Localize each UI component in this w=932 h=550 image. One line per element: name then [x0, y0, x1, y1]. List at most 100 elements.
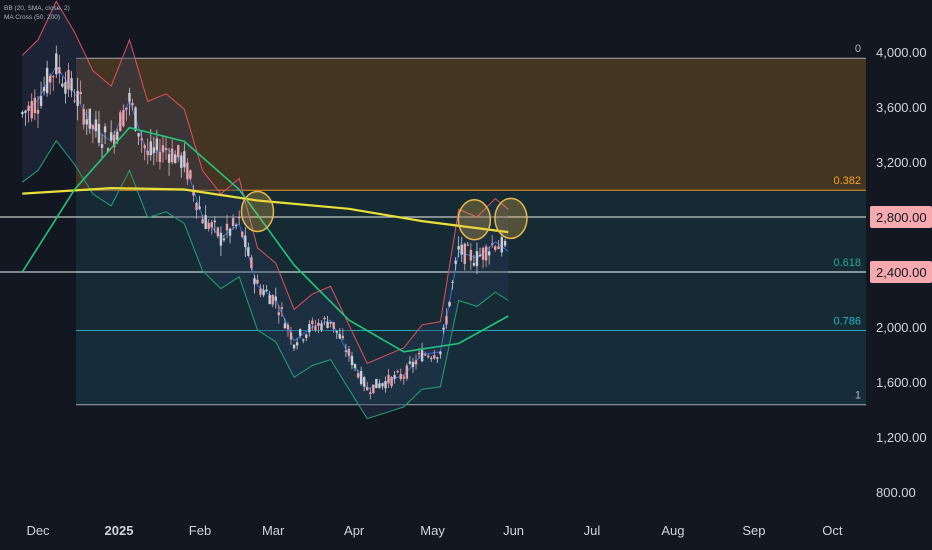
- candle-body[interactable]: [167, 154, 171, 163]
- candle-body[interactable]: [207, 223, 210, 229]
- candle-body[interactable]: [161, 145, 165, 153]
- candle-body[interactable]: [491, 243, 494, 245]
- candle-body[interactable]: [82, 108, 85, 125]
- candle-body[interactable]: [173, 154, 177, 164]
- candle-body[interactable]: [222, 238, 226, 241]
- candle-body[interactable]: [369, 392, 372, 394]
- candle-body[interactable]: [366, 387, 369, 391]
- candle-body[interactable]: [344, 350, 348, 352]
- candle-body[interactable]: [494, 246, 497, 250]
- candle-body[interactable]: [426, 355, 430, 358]
- candle-body[interactable]: [143, 145, 146, 149]
- candle-body[interactable]: [52, 76, 55, 78]
- candle-body[interactable]: [454, 260, 457, 264]
- highlight-circle[interactable]: [494, 197, 528, 240]
- candle-body[interactable]: [460, 244, 463, 255]
- candle-body[interactable]: [323, 317, 326, 320]
- candle-body[interactable]: [353, 364, 357, 369]
- candle-body[interactable]: [137, 133, 140, 137]
- bb-upper-line[interactable]: [21, 0, 509, 364]
- candle-body[interactable]: [128, 92, 131, 102]
- candle-body[interactable]: [436, 357, 439, 359]
- candle-body[interactable]: [457, 246, 460, 250]
- candle-body[interactable]: [113, 134, 116, 148]
- candle-body[interactable]: [39, 96, 43, 106]
- candle-body[interactable]: [472, 263, 476, 266]
- candle-body[interactable]: [73, 100, 76, 102]
- candle-body[interactable]: [484, 246, 488, 261]
- candle-body[interactable]: [347, 349, 351, 356]
- candle-body[interactable]: [88, 108, 92, 129]
- candle-body[interactable]: [79, 91, 82, 94]
- candle-body[interactable]: [146, 150, 149, 156]
- candle-body[interactable]: [271, 295, 274, 305]
- candle-body[interactable]: [314, 326, 317, 330]
- candle-body[interactable]: [396, 371, 399, 373]
- candle-body[interactable]: [262, 289, 265, 296]
- candle-body[interactable]: [478, 254, 482, 257]
- candle-body[interactable]: [445, 316, 448, 325]
- candle-body[interactable]: [256, 279, 259, 284]
- candle-body[interactable]: [332, 322, 335, 329]
- candle-body[interactable]: [253, 278, 256, 285]
- candle-body[interactable]: [106, 148, 110, 152]
- candle-body[interactable]: [55, 53, 58, 75]
- candle-body[interactable]: [91, 125, 95, 130]
- candle-body[interactable]: [27, 105, 30, 112]
- candle-body[interactable]: [140, 138, 143, 141]
- candle-body[interactable]: [125, 107, 128, 110]
- candle-body[interactable]: [134, 107, 137, 131]
- candle-body[interactable]: [189, 170, 192, 179]
- candle-body[interactable]: [466, 244, 470, 246]
- candle-body[interactable]: [219, 232, 223, 246]
- price-tag[interactable]: [870, 261, 932, 283]
- highlight-circle[interactable]: [457, 199, 492, 241]
- candle-body[interactable]: [317, 322, 320, 326]
- candle-body[interactable]: [350, 355, 354, 366]
- candle-body[interactable]: [423, 354, 427, 356]
- candle-body[interactable]: [329, 321, 332, 324]
- candle-body[interactable]: [487, 251, 491, 256]
- candle-body[interactable]: [384, 381, 387, 389]
- candle-body[interactable]: [448, 301, 451, 307]
- bb-lower-line[interactable]: [21, 139, 509, 420]
- candle-body[interactable]: [326, 322, 329, 328]
- candle-body[interactable]: [469, 250, 473, 261]
- candle-body[interactable]: [201, 219, 204, 224]
- candle-body[interactable]: [158, 152, 162, 163]
- candle-body[interactable]: [170, 148, 174, 163]
- candle-body[interactable]: [94, 119, 98, 132]
- candle-body[interactable]: [48, 75, 52, 83]
- candle-body[interactable]: [36, 109, 40, 114]
- candle-body[interactable]: [231, 218, 235, 227]
- candle-body[interactable]: [408, 361, 412, 364]
- candle-body[interactable]: [76, 90, 79, 106]
- price-tag[interactable]: [870, 206, 932, 228]
- candle-body[interactable]: [338, 334, 341, 339]
- candle-body[interactable]: [411, 361, 415, 368]
- candle-body[interactable]: [298, 329, 302, 336]
- candle-body[interactable]: [119, 112, 122, 132]
- candle-body[interactable]: [183, 151, 186, 168]
- candle-body[interactable]: [442, 327, 445, 330]
- candle-body[interactable]: [210, 222, 213, 228]
- candle-body[interactable]: [387, 374, 390, 384]
- candle-body[interactable]: [289, 332, 293, 340]
- candle-body[interactable]: [244, 235, 247, 248]
- candle-body[interactable]: [61, 83, 64, 87]
- candle-body[interactable]: [192, 189, 195, 196]
- candle-body[interactable]: [180, 155, 183, 169]
- candle-body[interactable]: [237, 216, 241, 219]
- candle-body[interactable]: [204, 215, 207, 229]
- candle-body[interactable]: [152, 147, 156, 153]
- candle-body[interactable]: [33, 97, 37, 114]
- candle-body[interactable]: [177, 145, 180, 158]
- candle-body[interactable]: [399, 373, 402, 380]
- candle-body[interactable]: [362, 377, 366, 387]
- candle-body[interactable]: [225, 223, 229, 231]
- candle-body[interactable]: [405, 365, 409, 379]
- candle-body[interactable]: [414, 360, 418, 365]
- highlight-circle[interactable]: [240, 190, 275, 233]
- candle-body[interactable]: [277, 312, 281, 316]
- candle-body[interactable]: [247, 247, 250, 256]
